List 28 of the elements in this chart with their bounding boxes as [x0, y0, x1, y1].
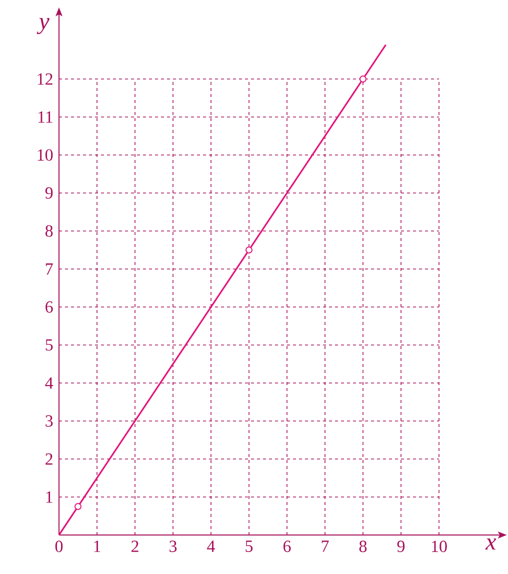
- y-tick-label: 4: [45, 377, 54, 389]
- y-tick-label: 5: [46, 339, 53, 351]
- point: [245, 246, 252, 254]
- y-tick-label: 9: [45, 187, 53, 199]
- y-tick-label: 7: [46, 263, 53, 275]
- point: [74, 502, 82, 510]
- x-tick-label: 8: [359, 540, 367, 552]
- y-tick-label: 6: [46, 301, 53, 313]
- x-tick-label: 1: [94, 540, 100, 552]
- y-tick-label: 1: [46, 491, 52, 503]
- x-tick-label: 0: [55, 540, 63, 552]
- y-tick-label: 12: [38, 73, 52, 85]
- y-tick-label: 2: [46, 453, 52, 465]
- x-tick-label: 7: [322, 540, 329, 552]
- x-tick-label: 2: [132, 540, 138, 552]
- x-tick-label: 9: [397, 540, 405, 552]
- x-tick-label: 6: [283, 540, 291, 552]
- point: [359, 76, 366, 82]
- x-tick-label: 3: [170, 540, 177, 552]
- y-tick-label: 8: [45, 225, 53, 237]
- x-axis-title: x: [485, 538, 496, 550]
- x-tick-label: 4: [207, 540, 215, 552]
- x-tick-label: 10: [432, 540, 447, 552]
- y-tick-label: 3: [46, 415, 53, 427]
- y-tick-label: 10: [38, 149, 53, 161]
- y-axis-title: y: [36, 18, 50, 34]
- y-tick-label: 11: [38, 111, 52, 123]
- x-tick-label: 5: [246, 540, 253, 552]
